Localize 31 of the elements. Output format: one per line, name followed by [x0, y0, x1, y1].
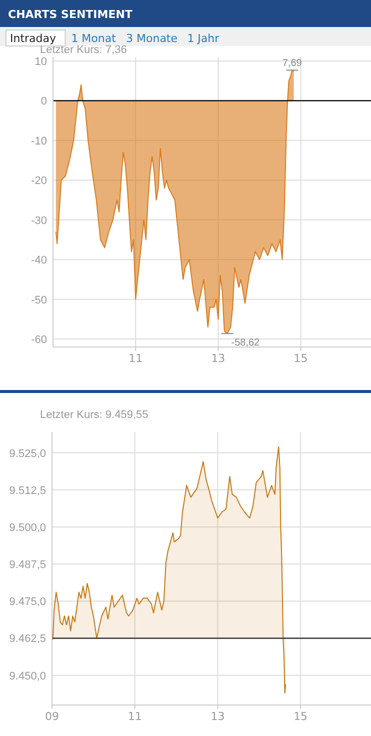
y-tick-label: -20 [31, 175, 47, 188]
x-tick-label: 11 [128, 352, 143, 365]
chart-subtitle: Letzter Kurs: 9.459,55 [40, 409, 148, 421]
text: Intraday [10, 32, 57, 45]
x-tick-label: 11 [128, 710, 142, 723]
y-tick-label: 9.525,0 [9, 448, 46, 460]
chart-subtitle: Letzter Kurs: 7,36 [40, 44, 127, 56]
y-tick-label: -10 [31, 135, 47, 148]
x-tick-label: 09 [45, 710, 59, 723]
x-tick-label: 13 [211, 352, 226, 365]
y-tick-label: 9.487,5 [9, 559, 46, 572]
y-tick-label: -30 [31, 214, 47, 227]
y-tick-label: 9.512,5 [9, 484, 46, 497]
y-tick-label: -50 [31, 294, 47, 306]
y-tick-label: -60 [31, 334, 47, 346]
y-tick-label: 9.462,5 [9, 633, 46, 646]
chart-title: CHARTS SENTIMENT [8, 8, 133, 21]
x-tick-label: 15 [294, 352, 308, 365]
text: 1 Monat [71, 32, 117, 45]
y-tick-label: 9.475,0 [9, 596, 46, 608]
text: 3 Monate [126, 32, 178, 45]
x-tick-label: 13 [210, 710, 225, 723]
y-tick-label: 9.500,0 [9, 522, 46, 534]
y-tick-label: 0 [40, 96, 47, 108]
x-tick-label: 15 [294, 710, 308, 723]
y-tick-label: -40 [31, 254, 47, 267]
annotation: 7,69 [282, 58, 302, 70]
y-tick-label: 10 [34, 56, 47, 68]
y-tick-label: 9.450,0 [9, 670, 46, 682]
annotation: -58,62 [231, 338, 260, 349]
text: 1 Jahr [187, 32, 220, 45]
